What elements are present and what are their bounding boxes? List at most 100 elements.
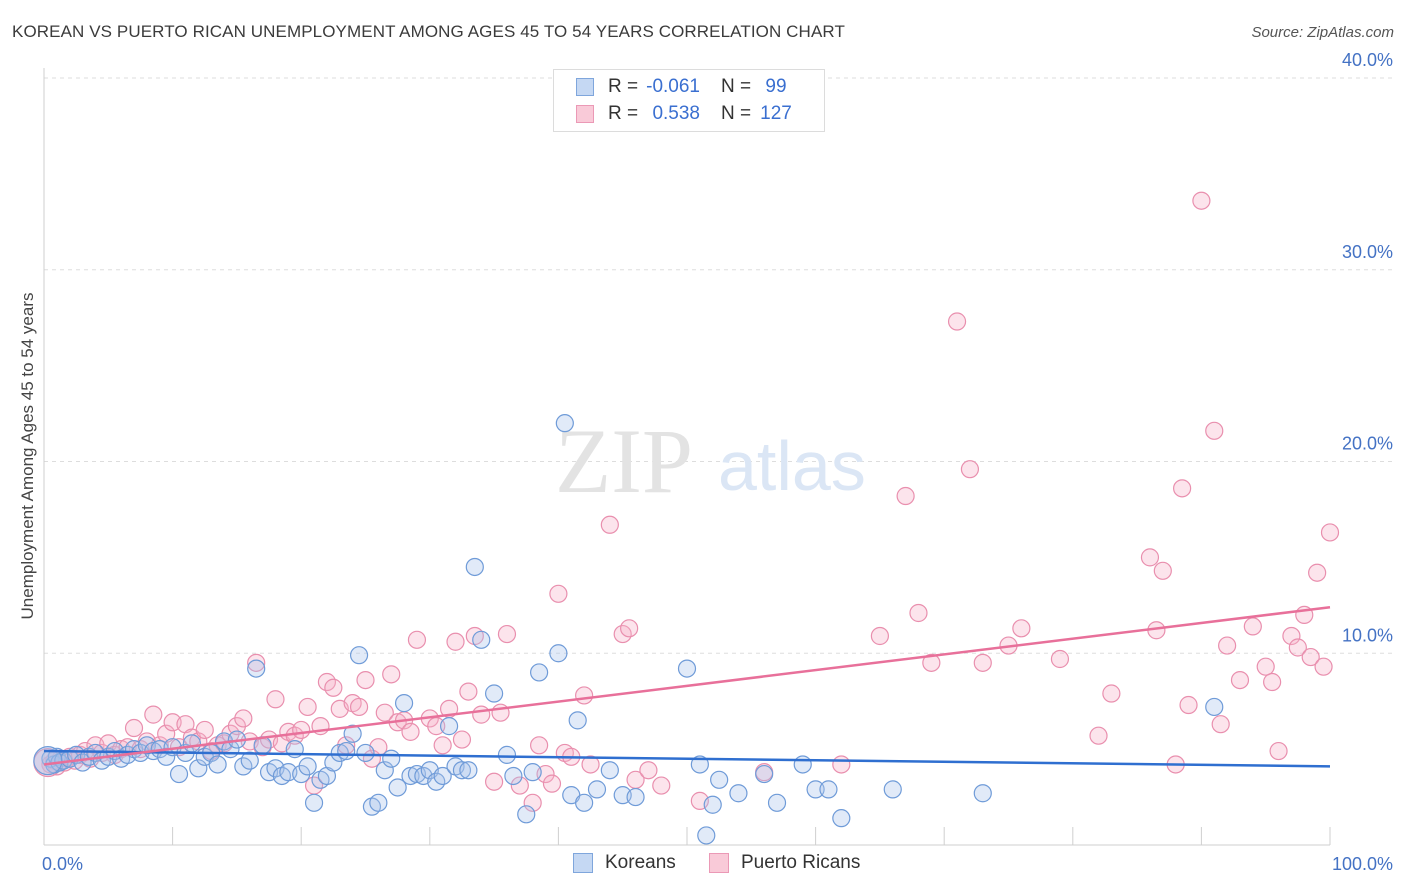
puerto-rican-point: [124, 718, 144, 738]
puerto-rican-point: [922, 653, 941, 672]
korean-point: [703, 795, 722, 814]
korean-point: [568, 711, 587, 730]
korean-point: [439, 717, 459, 736]
korean-point: [690, 755, 709, 774]
x-tick-label-min: 0.0%: [42, 854, 83, 874]
watermark-atlas: atlas: [718, 427, 866, 505]
korean-point: [433, 766, 452, 786]
n-value: 127: [760, 103, 792, 124]
korean-point: [587, 780, 607, 799]
puerto-rican-point: [960, 460, 980, 479]
korean-point: [497, 745, 517, 764]
korean-point: [485, 684, 504, 703]
korean-point: [755, 764, 774, 784]
korean-trend-line: [43, 749, 1331, 768]
gridlines: [44, 77, 1392, 654]
puerto-rican-point: [639, 761, 658, 780]
puerto-rican-point: [1282, 626, 1301, 646]
puerto-rican-point: [195, 720, 214, 740]
korean-point: [247, 659, 266, 678]
source-label: Source: ZipAtlas.com: [1251, 24, 1394, 41]
puerto-rican-point: [1263, 672, 1282, 692]
puerto-rican-point: [652, 776, 671, 795]
korean-point: [767, 793, 787, 812]
puerto-rican-point: [600, 515, 619, 534]
korean-point: [819, 780, 838, 799]
korean-point: [793, 755, 812, 774]
puerto-rican-point: [266, 690, 285, 709]
puerto-rican-point: [1320, 523, 1340, 542]
puerto-rican-point: [1218, 636, 1237, 655]
korean-point: [710, 770, 729, 789]
trend-lines: [43, 605, 1331, 768]
y-axis-label: Unemployment Among Ages 45 to 54 years: [18, 293, 37, 620]
korean-point: [401, 766, 420, 786]
korean-point: [697, 826, 716, 845]
puerto-rican-point: [1173, 479, 1192, 498]
korean-point: [169, 764, 189, 784]
puerto-rican-point: [234, 709, 253, 728]
puerto-rican-point: [620, 619, 639, 638]
korean-point: [298, 757, 317, 776]
korean-point: [375, 761, 394, 780]
puerto-rican-swatch: [576, 105, 594, 123]
puerto-rican-point: [356, 670, 375, 690]
puerto-rican-point: [523, 793, 542, 812]
puerto-rican-point: [349, 697, 369, 717]
korean-point: [472, 630, 491, 649]
puerto-rican-point: [870, 626, 890, 646]
puerto-rican-point: [947, 312, 967, 331]
puerto-rican-point: [1089, 726, 1108, 745]
y-tick-label: 10.0%: [1342, 625, 1393, 645]
puerto-rican-point: [575, 686, 594, 705]
puerto-rican-point: [1301, 647, 1320, 667]
puerto-rican-point: [896, 486, 915, 506]
puerto-rican-point: [1205, 421, 1224, 440]
puerto-rican-point: [549, 584, 568, 603]
puerto-rican-point: [375, 703, 394, 722]
puerto-rican-point: [401, 722, 420, 741]
korean-point: [452, 761, 472, 780]
korean-point: [343, 724, 362, 743]
n-value: 99: [765, 76, 787, 97]
korean-point: [677, 659, 697, 678]
puerto-rican-point: [1179, 695, 1198, 715]
korean-point: [388, 778, 407, 797]
puerto-rican-point: [452, 730, 472, 749]
puerto-rican-point: [1288, 638, 1307, 657]
puerto-rican-point: [530, 736, 549, 755]
korean-point: [729, 784, 748, 803]
korean-point: [626, 787, 645, 807]
puerto-rican-point: [497, 624, 517, 644]
puerto-rican-point: [973, 653, 992, 672]
puerto-rican-point: [459, 682, 478, 701]
y-tick-label: 30.0%: [1342, 242, 1393, 262]
korean-point: [394, 694, 414, 713]
puerto-rican-point: [1192, 191, 1211, 210]
korean-point: [382, 749, 401, 768]
n-label: N =: [720, 76, 752, 97]
series-legend: Koreans Puerto Ricans: [0, 852, 1406, 876]
puerto-rican-point: [485, 772, 504, 791]
korean-point: [33, 746, 63, 776]
korean-point: [1205, 697, 1224, 717]
watermark-zip: ZIP: [555, 410, 693, 512]
legend-item-puerto-ricans: Puerto Ricans: [709, 852, 860, 874]
puerto-rican-point: [832, 755, 851, 774]
korean-point: [349, 646, 369, 665]
puerto-rican-point: [433, 736, 452, 755]
r-value: -0.061: [646, 76, 700, 97]
puerto-rican-point: [1314, 657, 1333, 676]
puerto-rican-point: [1243, 617, 1262, 636]
puerto-rican-point: [292, 720, 311, 740]
watermark: ZIP atlas: [555, 410, 866, 512]
korean-legend-swatch: [573, 853, 593, 873]
korean-point: [555, 414, 574, 433]
korean-point: [189, 759, 208, 778]
puerto-rican-point: [542, 774, 562, 793]
puerto-rican-point: [510, 776, 529, 795]
korean-point: [182, 734, 201, 753]
puerto-rican-point: [1230, 670, 1250, 690]
puerto-rican-point: [472, 705, 491, 724]
